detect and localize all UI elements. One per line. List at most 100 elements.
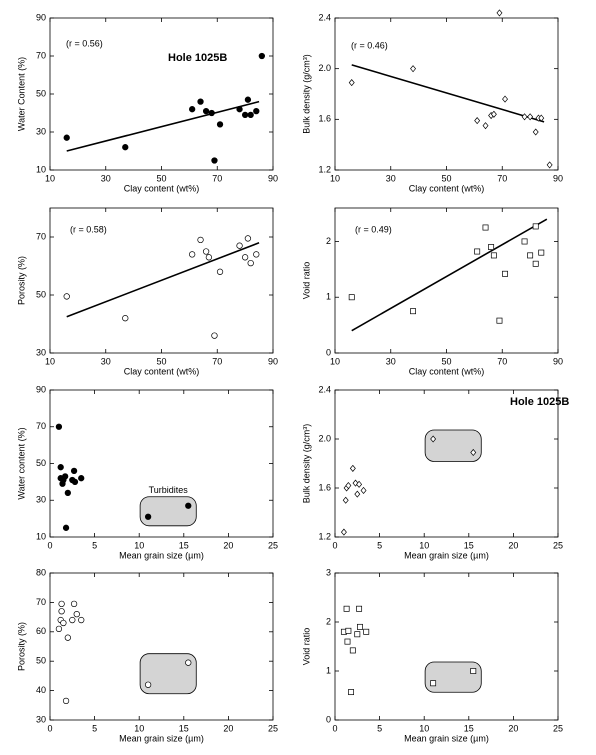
point (345, 627, 352, 634)
point (538, 249, 545, 256)
point (122, 144, 129, 151)
point (253, 107, 260, 115)
point (241, 254, 249, 261)
point (349, 647, 356, 654)
plot-frame (334, 572, 559, 721)
x-tick-label: 10 (134, 540, 144, 550)
point (63, 293, 70, 300)
y-tick-label: 3 (326, 567, 331, 577)
point (502, 95, 508, 103)
x-tick-label: 10 (45, 356, 55, 366)
y-tick-label: 2.0 (318, 433, 331, 443)
x-tick-label: 25 (553, 540, 563, 550)
point (197, 236, 204, 244)
trend-line (351, 218, 548, 332)
y-tick-label: 90 (36, 12, 46, 22)
point (363, 628, 370, 635)
x-tick-label: 50 (441, 173, 451, 183)
point (64, 634, 71, 641)
point (247, 259, 254, 267)
point (73, 611, 80, 618)
x-tick-label: 30 (101, 356, 111, 366)
point (532, 128, 539, 136)
x-axis-label: Clay content (wt%) (124, 366, 200, 376)
x-tick-label: 30 (386, 356, 396, 366)
x-tick-label: 20 (508, 723, 518, 733)
point (474, 117, 481, 125)
x-tick-label: 10 (419, 540, 429, 550)
point (342, 496, 349, 504)
y-tick-label: 30 (36, 495, 46, 505)
annotation: Hole 1025B (510, 396, 569, 408)
x-tick-label: 10 (419, 723, 429, 733)
y-tick-label: 30 (36, 714, 46, 724)
point (122, 315, 129, 322)
point (354, 490, 361, 498)
y-tick-label: 1 (326, 292, 331, 302)
x-tick-label: 10 (330, 356, 340, 366)
point (502, 270, 508, 277)
y-tick-label: 60 (36, 626, 46, 636)
y-tick-label: 70 (36, 421, 46, 431)
y-tick-label: 50 (36, 656, 46, 666)
point (244, 96, 252, 103)
point (78, 616, 85, 624)
point (236, 242, 243, 249)
point (70, 467, 78, 475)
point (527, 252, 534, 259)
x-tick-label: 15 (464, 723, 474, 733)
turbidite-box (424, 429, 482, 462)
x-tick-label: 70 (497, 356, 507, 366)
turbidite-box (139, 496, 197, 527)
y-axis-label: Water Content (%) (16, 57, 26, 131)
y-tick-label: 1 (326, 665, 331, 675)
point (410, 308, 417, 315)
x-axis-label: Clay content (wt%) (409, 183, 485, 193)
y-tick-label: 50 (36, 88, 46, 98)
turbidite-box (424, 661, 482, 693)
point (60, 619, 67, 627)
y-tick-label: 2 (326, 236, 331, 246)
x-tick-label: 5 (377, 723, 382, 733)
y-tick-label: 2.0 (318, 63, 331, 73)
point (496, 317, 503, 324)
point (58, 600, 65, 608)
point (343, 605, 350, 612)
point (62, 473, 69, 480)
point (62, 524, 70, 531)
point (470, 448, 477, 457)
x-tick-label: 20 (508, 540, 518, 550)
y-tick-label: 0 (326, 714, 331, 724)
y-tick-label: 10 (36, 164, 46, 174)
annotation: (r = 0.49) (355, 224, 392, 234)
y-tick-label: 1.6 (318, 114, 331, 124)
point (70, 600, 78, 608)
x-tick-label: 70 (212, 173, 222, 183)
x-tick-label: 50 (441, 356, 451, 366)
point (211, 157, 218, 164)
y-tick-label: 40 (36, 685, 46, 695)
trend-line (66, 100, 260, 152)
annotation: (r = 0.58) (70, 224, 107, 234)
x-tick-label: 90 (268, 356, 278, 366)
y-tick-label: 70 (36, 50, 46, 60)
x-tick-label: 15 (179, 540, 189, 550)
point (211, 332, 218, 339)
point (488, 244, 495, 250)
x-tick-label: 30 (386, 173, 396, 183)
x-tick-label: 25 (553, 723, 563, 733)
point (216, 268, 224, 275)
x-tick-label: 10 (45, 173, 55, 183)
point (496, 9, 503, 17)
point (357, 623, 363, 630)
point (202, 107, 210, 115)
x-tick-label: 90 (553, 356, 563, 366)
y-axis-label: Void ratio (301, 262, 311, 300)
x-tick-label: 50 (156, 356, 166, 366)
y-tick-label: 30 (36, 347, 46, 357)
y-tick-label: 90 (36, 384, 46, 394)
annotation: Turbidites (149, 485, 189, 495)
point (205, 254, 213, 261)
point (216, 121, 224, 128)
point (474, 248, 481, 255)
